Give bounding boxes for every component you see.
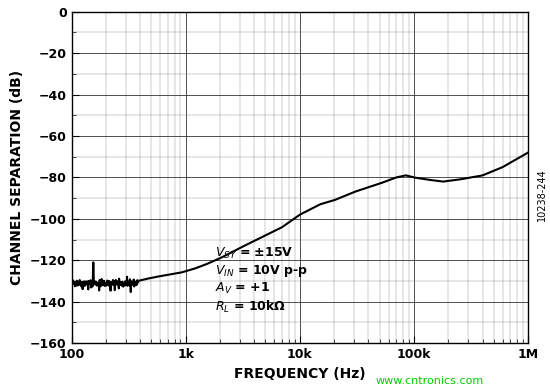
Text: 10238-244: 10238-244 bbox=[537, 168, 547, 222]
Text: www.cntronics.com: www.cntronics.com bbox=[376, 376, 484, 386]
Text: $V_{SY}$ = ±15V
$V_{IN}$ = 10V p-p
$A_V$ = +1
$R_L$ = 10kΩ: $V_{SY}$ = ±15V $V_{IN}$ = 10V p-p $A_V$… bbox=[214, 246, 308, 315]
X-axis label: FREQUENCY (Hz): FREQUENCY (Hz) bbox=[234, 367, 366, 381]
Y-axis label: CHANNEL SEPARATION (dB): CHANNEL SEPARATION (dB) bbox=[10, 70, 24, 285]
